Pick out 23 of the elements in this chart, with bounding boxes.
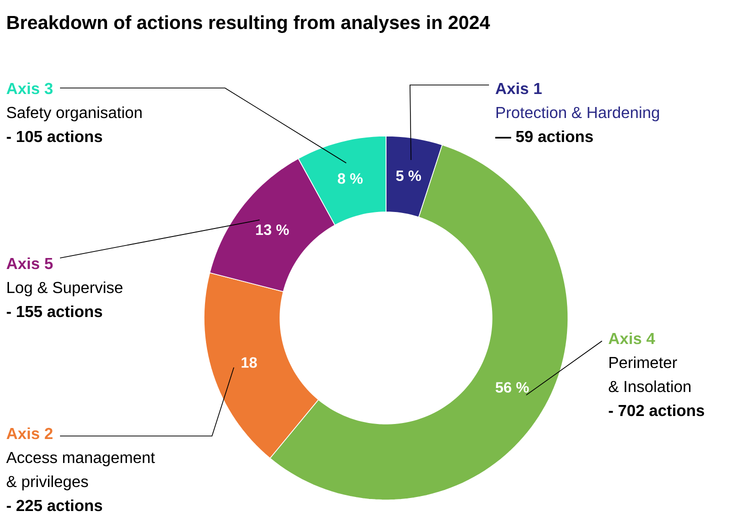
text: Perimeter (610, 356, 678, 368)
chart-title: Breakdown of actions resulting from analyses in 2024 (7, 15, 490, 34)
text: Access management (6, 452, 155, 466)
data-label: 18 (242, 357, 257, 368)
text: Protection & Hardening (496, 106, 659, 122)
slice-label: Axis 1 (496, 82, 542, 94)
text: & privileges (6, 475, 88, 490)
data-label: 8 % (338, 173, 363, 184)
data-label: 56 % (496, 382, 529, 393)
text: - 225 actions (6, 499, 102, 512)
text: - 702 actions (608, 404, 704, 416)
slice-label: Axis 4 (608, 332, 656, 344)
slice-label: Axis 2 (6, 427, 52, 440)
text: & Insolation (608, 380, 690, 392)
text: Log & Supervise (8, 281, 122, 296)
data-label: 5 % (396, 170, 421, 182)
data-label: 13 % (256, 224, 289, 236)
text: - 105 actions (6, 130, 102, 142)
text: — 59 actions (495, 130, 593, 142)
slice-label: Axis 3 (6, 82, 53, 94)
text: Safety organisation (6, 106, 142, 122)
text: - 155 actions (6, 305, 102, 318)
slice-label: Axis 5 (6, 257, 53, 270)
